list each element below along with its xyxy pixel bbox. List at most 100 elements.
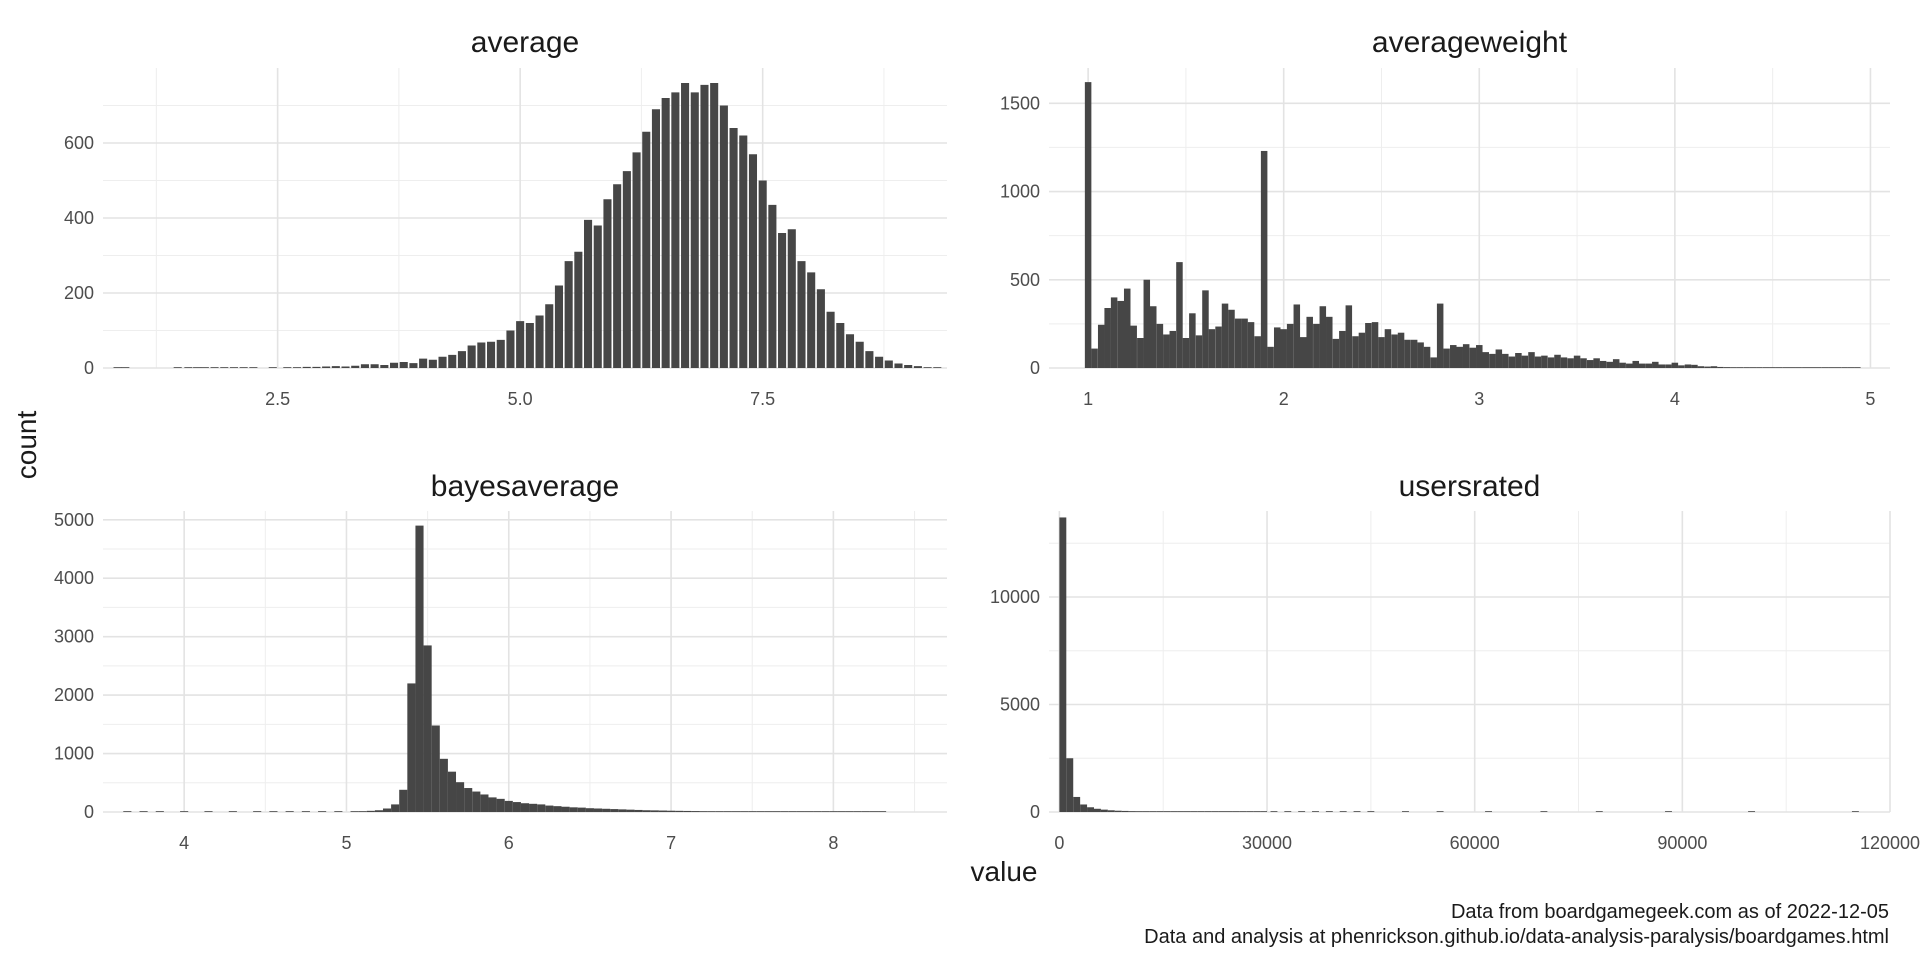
histogram-bar: [1489, 353, 1496, 368]
x-tick-label: 7.5: [750, 389, 775, 409]
histogram-bar: [283, 367, 292, 368]
histogram-bar: [525, 323, 534, 368]
histogram-bar: [1260, 811, 1268, 812]
histogram-bar: [1239, 811, 1247, 812]
histogram-bar: [1130, 325, 1137, 368]
histogram-bar: [1748, 811, 1756, 812]
histogram-bar: [1658, 364, 1666, 368]
histogram-bar: [865, 351, 874, 368]
histogram-bar: [467, 345, 476, 368]
histogram-bar: [1241, 318, 1248, 368]
histogram-bar: [836, 323, 845, 368]
histogram-bar: [923, 367, 932, 368]
histogram-bar: [1841, 367, 1848, 368]
histogram-bar: [1619, 362, 1626, 368]
histogram-bar: [1775, 367, 1783, 368]
x-tick-label: 60000: [1450, 833, 1500, 853]
x-tick-label: 90000: [1657, 833, 1707, 853]
histogram-bar: [875, 356, 884, 368]
histogram-bar: [431, 725, 440, 812]
histogram-bar: [1697, 366, 1705, 368]
histogram-bar: [807, 272, 816, 368]
histogram-bar: [816, 289, 825, 368]
histogram-bar: [1319, 306, 1327, 368]
histogram-bar: [561, 806, 570, 812]
histogram-bar: [1121, 810, 1129, 812]
histogram-bar: [318, 811, 327, 812]
histogram-bar: [593, 808, 603, 812]
histogram-bar: [1593, 358, 1600, 368]
histogram-bar: [1137, 338, 1144, 368]
histogram-bar: [1595, 811, 1603, 812]
histogram-bar: [389, 362, 399, 368]
histogram-bar: [380, 365, 389, 368]
histogram-bar: [845, 811, 854, 812]
histogram-bar: [302, 366, 311, 368]
histogram-bar: [1580, 358, 1587, 368]
histogram-bar: [193, 367, 202, 368]
histogram-bar: [438, 356, 447, 368]
x-tick-label: 5: [1865, 389, 1875, 409]
histogram-bar: [229, 367, 239, 368]
histogram-bar: [456, 782, 465, 812]
histogram-bar: [622, 171, 631, 368]
histogram-bar: [121, 367, 130, 368]
y-tick-label: 400: [64, 208, 94, 228]
histogram-bar: [1204, 811, 1212, 812]
histogram-bar: [826, 311, 835, 368]
histogram-bar: [1280, 329, 1287, 368]
histogram-bar: [715, 811, 724, 812]
y-tick-label: 5000: [54, 510, 94, 530]
histogram-bar: [1087, 807, 1094, 812]
histogram-bar: [1325, 811, 1333, 812]
histogram-bar: [1417, 342, 1424, 368]
histogram-bar: [351, 365, 360, 368]
histogram-bar: [1339, 330, 1346, 368]
histogram-bar: [464, 788, 473, 812]
histogram-bar: [1684, 364, 1692, 368]
histogram-bar: [360, 364, 369, 368]
histogram-bar: [301, 811, 310, 812]
histogram-bar: [1534, 356, 1542, 368]
histogram-bar: [610, 809, 619, 812]
histogram-bar: [690, 92, 699, 368]
histogram-bar: [1326, 316, 1333, 368]
histogram-bar: [671, 92, 680, 368]
histogram-bar: [312, 366, 321, 368]
histogram-bar: [1632, 360, 1640, 368]
x-tick-label: 8: [828, 833, 838, 853]
x-tick-label: 0: [1054, 833, 1064, 853]
y-tick-label: 10000: [990, 587, 1040, 607]
histogram-bar: [1059, 517, 1067, 812]
histogram-bar: [719, 105, 728, 368]
histogram-bar: [1091, 348, 1098, 368]
panel-usersrated: 0 30000 60000 90000 120000 0 5000 10000 usersrat…: [990, 470, 1920, 853]
histogram-bar: [740, 811, 749, 812]
x-tick-label: 3: [1474, 389, 1484, 409]
x-tick-label: 2: [1279, 389, 1289, 409]
histogram-bar: [787, 229, 796, 368]
histogram-bar: [642, 810, 651, 812]
histogram-bar: [758, 180, 767, 368]
histogram-bar: [554, 285, 563, 368]
y-tick-label: 200: [64, 283, 94, 303]
histogram-bar: [1225, 811, 1233, 812]
histogram-bar: [1306, 316, 1313, 368]
histogram-bar: [1218, 811, 1226, 812]
x-tick-label: 5: [341, 833, 351, 853]
histogram-bar: [1554, 354, 1561, 368]
histogram-bar: [1177, 811, 1184, 812]
histogram-bar: [626, 809, 635, 812]
panel-averageweight: 1 2 3 4 5 0 500 1000 1500 averageweight: [1000, 26, 1890, 409]
caption-line-1: Data from boardgamegeek.com as of 2022-1…: [1451, 901, 1889, 923]
facet-title: bayesaverage: [431, 470, 619, 503]
histogram-bar: [1128, 811, 1136, 812]
y-tick-label: 0: [1030, 802, 1040, 822]
histogram-bar: [1469, 347, 1477, 368]
histogram-bar: [1378, 337, 1385, 368]
histogram-bar: [1599, 360, 1607, 368]
histogram-bar: [269, 811, 278, 812]
histogram-bar: [1163, 334, 1170, 368]
histogram-bar: [139, 811, 148, 812]
histogram-bar: [409, 363, 418, 368]
